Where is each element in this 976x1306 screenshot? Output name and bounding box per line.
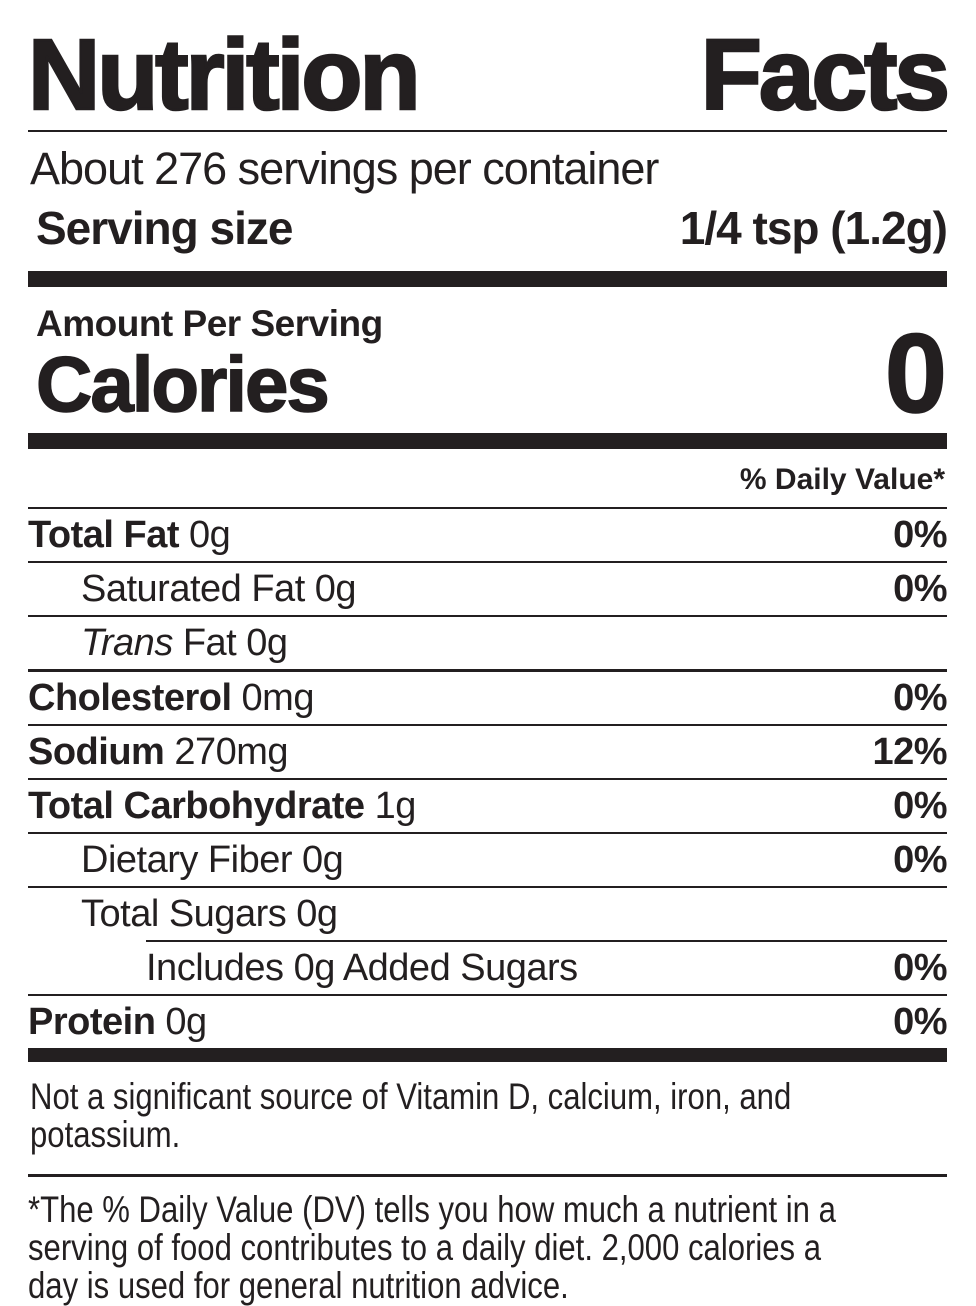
added-sugars-indented-rule <box>146 940 947 943</box>
nutrient-amount: 1g <box>374 784 417 827</box>
daily-value-footnote: *The % Daily Value (DV) tells you how mu… <box>28 1177 947 1305</box>
calories-left-column: Amount Per Serving Calories <box>35 303 383 428</box>
nutrient-amount: 0g <box>296 892 338 935</box>
nutrient-amount: 0g <box>314 567 357 610</box>
nutrient-dv: 0% <box>893 784 947 827</box>
nutrient-row-left: Sodium 270mg <box>28 730 289 774</box>
serving-size-label: Serving size <box>36 202 293 254</box>
calories-block: Amount Per Serving Calories 0 <box>28 287 948 436</box>
separator-bar-top <box>28 271 947 287</box>
nutrient-row-left: Total Carbohydrate 1g <box>28 785 416 828</box>
nutrient-amount: 0g <box>165 1000 207 1043</box>
nutrient-name: Protein <box>28 1000 156 1043</box>
nutrient-dv: 0% <box>893 513 947 556</box>
nutrient-name: Sodium <box>28 730 165 773</box>
nutrient-name: Includes 0g Added Sugars <box>146 946 578 989</box>
nutrient-dv: 0% <box>893 1000 947 1043</box>
nutrient-row-cholesterol: Cholesterol 0mg 0% <box>28 672 947 727</box>
nutrient-row-left: Trans Fat 0g <box>28 622 288 665</box>
servings-per-container: About 276 servings per container <box>30 143 659 194</box>
nutrient-row-total-sugars: Total Sugars 0g <box>28 888 947 940</box>
nutrient-row-left: Saturated Fat 0g <box>28 567 357 611</box>
label-title: Nutrition Facts <box>27 19 952 132</box>
separator-bar-calories <box>28 433 947 450</box>
nutrient-amount: 0g <box>189 513 231 556</box>
footnote-line-2: serving of food contributes to a daily d… <box>28 1227 822 1269</box>
nutrient-name: Total Carbohydrate <box>28 784 365 827</box>
footnote-line-1: *The % Daily Value (DV) tells you how mu… <box>28 1189 836 1231</box>
nutrient-dv: 0% <box>893 567 947 610</box>
nutrient-dv: 0% <box>893 676 947 719</box>
label-title-word-nutrition: Nutrition <box>27 19 422 131</box>
calories-value: 0 <box>884 310 948 436</box>
label-title-word-facts: Facts <box>700 19 952 131</box>
daily-value-footnote-text: *The % Daily Value (DV) tells you how mu… <box>28 1191 976 1305</box>
nutrient-row-left: Cholesterol 0mg <box>28 677 314 720</box>
nutrient-amount: 0g <box>302 838 344 881</box>
serving-size-value: 1/4 tsp (1.2g) <box>679 202 948 254</box>
nutrient-name: Dietary Fiber <box>81 838 293 881</box>
nutrient-row-protein: Protein 0g 0% <box>28 996 947 1048</box>
nutrient-amount: 270mg <box>174 730 289 773</box>
amount-per-serving-label: Amount Per Serving <box>36 303 383 344</box>
nutrient-row-trans-fat: Trans Fat 0g <box>28 617 947 673</box>
nutrient-dv: 12% <box>872 730 947 773</box>
nutrient-row-total-carbohydrate: Total Carbohydrate 1g 0% <box>28 780 947 835</box>
daily-value-header: % Daily Value* <box>28 449 947 510</box>
nutrient-amount: Fat 0g <box>182 621 288 664</box>
nutrient-row-left: Total Fat 0g <box>28 513 231 557</box>
separator-bar-bottom <box>28 1048 947 1063</box>
footnote-line-3: day is used for general nutrition advice… <box>28 1265 569 1306</box>
nutrient-row-total-fat: Total Fat 0g 0% <box>28 509 947 564</box>
calories-label: Calories <box>35 340 330 428</box>
nutrient-row-sodium: Sodium 270mg 12% <box>28 726 947 781</box>
nutrient-amount: 0mg <box>241 676 315 719</box>
nutrient-row-left: Total Sugars 0g <box>28 893 338 936</box>
nutrient-row-left: Includes 0g Added Sugars <box>28 947 578 990</box>
nutrient-dv: 0% <box>893 946 947 989</box>
nutrient-name: Cholesterol <box>28 676 232 719</box>
nutrient-row-added-sugars: Includes 0g Added Sugars 0% <box>28 942 947 997</box>
nutrient-name: Trans <box>81 621 173 664</box>
nutrient-row-dietary-fiber: Dietary Fiber 0g 0% <box>28 834 947 889</box>
not-significant-line-1: Not a significant source of Vitamin D, c… <box>30 1076 792 1118</box>
not-significant-line-2: potassium. <box>30 1114 181 1156</box>
serving-size-row: Serving size 1/4 tsp (1.2g) <box>28 191 948 271</box>
not-significant-note: Not a significant source of Vitamin D, c… <box>28 1062 947 1178</box>
nutrient-name: Total Sugars <box>81 892 287 935</box>
nutrient-name: Saturated Fat <box>81 567 305 610</box>
nutrient-row-left: Protein 0g <box>28 1001 207 1044</box>
nutrient-row-left: Dietary Fiber 0g <box>28 838 344 882</box>
nutrient-name: Total Fat <box>28 513 180 556</box>
not-significant-note-text: Not a significant source of Vitamin D, c… <box>30 1078 976 1154</box>
nutrient-row-saturated-fat: Saturated Fat 0g 0% <box>28 563 947 618</box>
nutrient-dv: 0% <box>893 838 947 881</box>
